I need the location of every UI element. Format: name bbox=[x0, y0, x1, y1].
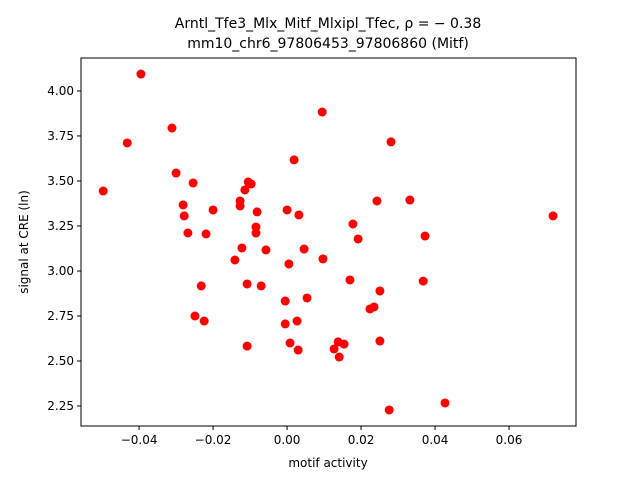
chart-title: Arntl_Tfe3_Mlx_Mitf_Mlxipl_Tfec, ρ = − 0… bbox=[175, 16, 481, 32]
point bbox=[317, 107, 327, 117]
point bbox=[329, 344, 339, 354]
point bbox=[199, 316, 209, 326]
y-tick-label: 2.25 bbox=[47, 399, 74, 413]
point bbox=[375, 336, 385, 346]
point bbox=[440, 398, 450, 408]
point bbox=[188, 178, 198, 188]
point bbox=[420, 231, 430, 241]
x-axis-label: motif activity bbox=[288, 456, 367, 470]
point bbox=[167, 123, 177, 133]
point bbox=[365, 304, 375, 314]
point bbox=[237, 243, 247, 253]
point bbox=[122, 138, 132, 148]
point bbox=[208, 205, 218, 215]
point bbox=[201, 229, 211, 239]
x-tick-label: −0.02 bbox=[195, 433, 232, 447]
point bbox=[418, 276, 428, 286]
point bbox=[256, 281, 266, 291]
point bbox=[136, 69, 146, 79]
point bbox=[318, 254, 328, 264]
x-tick-label: 0.06 bbox=[496, 433, 523, 447]
point bbox=[285, 338, 295, 348]
point bbox=[179, 211, 189, 221]
y-tick-label: 3.50 bbox=[47, 174, 74, 188]
point bbox=[261, 245, 271, 255]
point bbox=[405, 195, 415, 205]
x-tick-label: 0.02 bbox=[348, 433, 375, 447]
point bbox=[284, 259, 294, 269]
plot-frame bbox=[80, 57, 577, 427]
point bbox=[353, 234, 363, 244]
point bbox=[294, 210, 304, 220]
point bbox=[299, 244, 309, 254]
point bbox=[230, 255, 240, 265]
y-tick-label: 3.75 bbox=[47, 129, 74, 143]
point bbox=[386, 137, 396, 147]
point bbox=[235, 201, 245, 211]
point bbox=[293, 345, 303, 355]
point bbox=[375, 286, 385, 296]
point bbox=[339, 339, 349, 349]
y-axis-label: signal at CRE (ln) bbox=[17, 190, 31, 294]
point bbox=[240, 185, 250, 195]
point bbox=[171, 168, 181, 178]
point bbox=[280, 319, 290, 329]
y-tick-label: 3.00 bbox=[47, 264, 74, 278]
x-tick-label: 0.04 bbox=[422, 433, 449, 447]
point bbox=[289, 155, 299, 165]
point bbox=[334, 352, 344, 362]
point bbox=[246, 179, 256, 189]
point bbox=[345, 275, 355, 285]
y-tick-label: 2.75 bbox=[47, 309, 74, 323]
x-tick-label: −0.04 bbox=[121, 433, 158, 447]
point bbox=[252, 207, 262, 217]
y-tick-label: 4.00 bbox=[47, 84, 74, 98]
point bbox=[251, 228, 261, 238]
point bbox=[548, 211, 558, 221]
point bbox=[183, 228, 193, 238]
y-tick-label: 3.25 bbox=[47, 219, 74, 233]
point bbox=[178, 200, 188, 210]
x-tick-label: 0.00 bbox=[274, 433, 301, 447]
point bbox=[196, 281, 206, 291]
point bbox=[242, 279, 252, 289]
y-tick-label: 2.50 bbox=[47, 354, 74, 368]
point bbox=[384, 405, 394, 415]
point bbox=[190, 311, 200, 321]
point bbox=[242, 341, 252, 351]
point bbox=[98, 186, 108, 196]
point bbox=[280, 296, 290, 306]
point bbox=[302, 293, 312, 303]
chart-subtitle: mm10_chr6_97806453_97806860 (Mitf) bbox=[187, 36, 469, 52]
point bbox=[372, 196, 382, 206]
point bbox=[292, 316, 302, 326]
point bbox=[282, 205, 292, 215]
point bbox=[348, 219, 358, 229]
